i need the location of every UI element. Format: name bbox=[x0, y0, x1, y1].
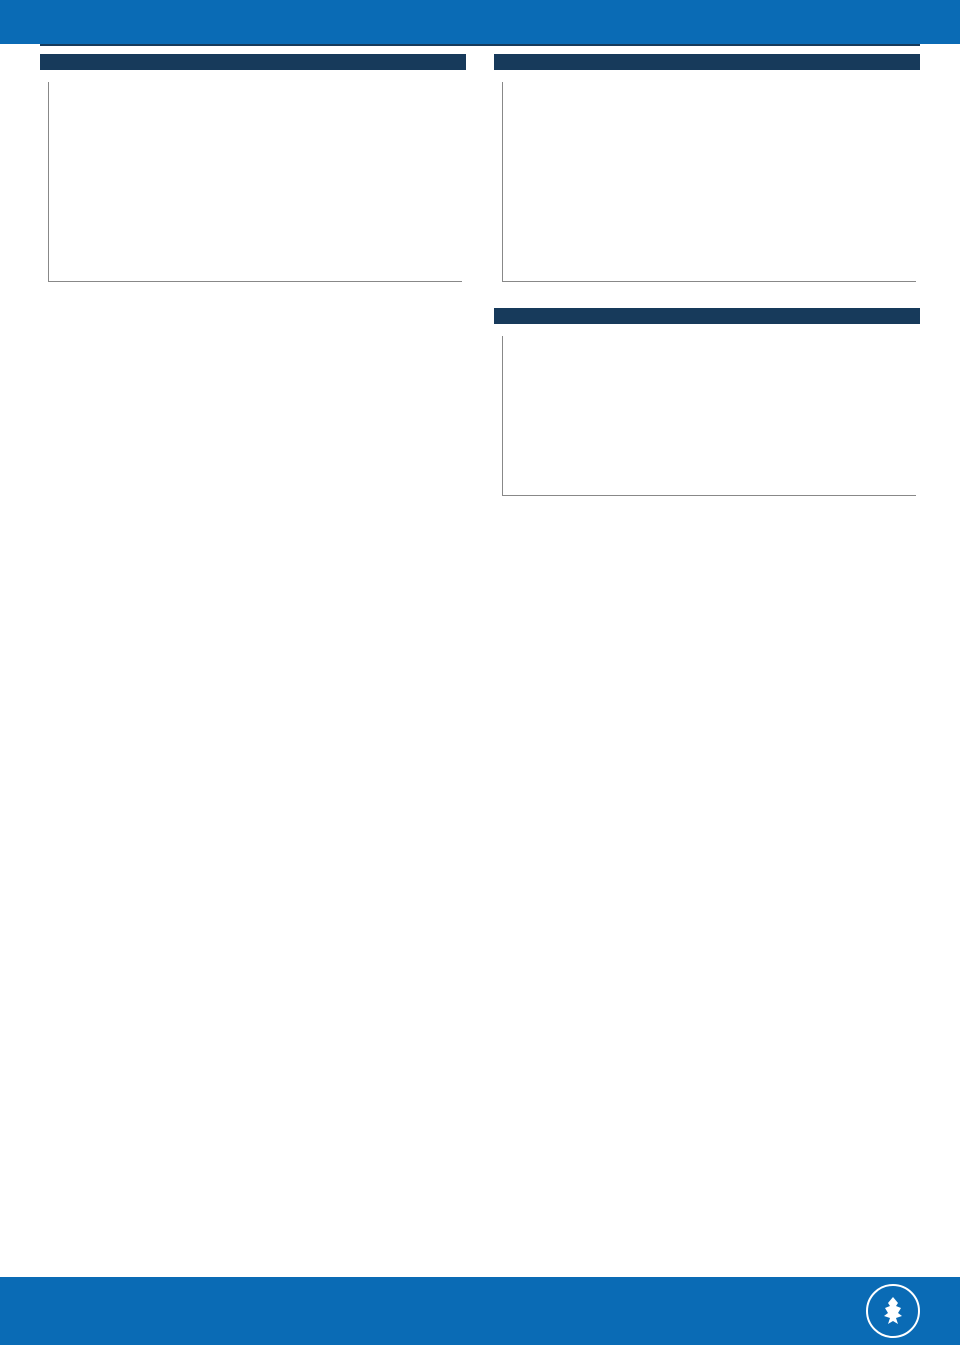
lion-crest-icon bbox=[876, 1294, 910, 1328]
right-column bbox=[494, 54, 920, 528]
chart20-title bbox=[494, 308, 920, 324]
footer bbox=[0, 1277, 960, 1345]
chart19-title bbox=[494, 54, 920, 70]
chart20-plot bbox=[498, 336, 916, 496]
crest-icon bbox=[866, 1284, 920, 1338]
chart18-plot bbox=[44, 82, 462, 282]
chart19-bars bbox=[502, 82, 916, 282]
chart18-title bbox=[40, 54, 466, 70]
page bbox=[0, 0, 960, 1345]
chart19-plot bbox=[498, 82, 916, 282]
content-row bbox=[0, 54, 960, 528]
header-band bbox=[0, 0, 960, 44]
chart20-bars bbox=[502, 336, 916, 496]
chart18-bars bbox=[48, 82, 462, 282]
header-rule bbox=[40, 44, 920, 46]
left-column bbox=[40, 54, 466, 528]
